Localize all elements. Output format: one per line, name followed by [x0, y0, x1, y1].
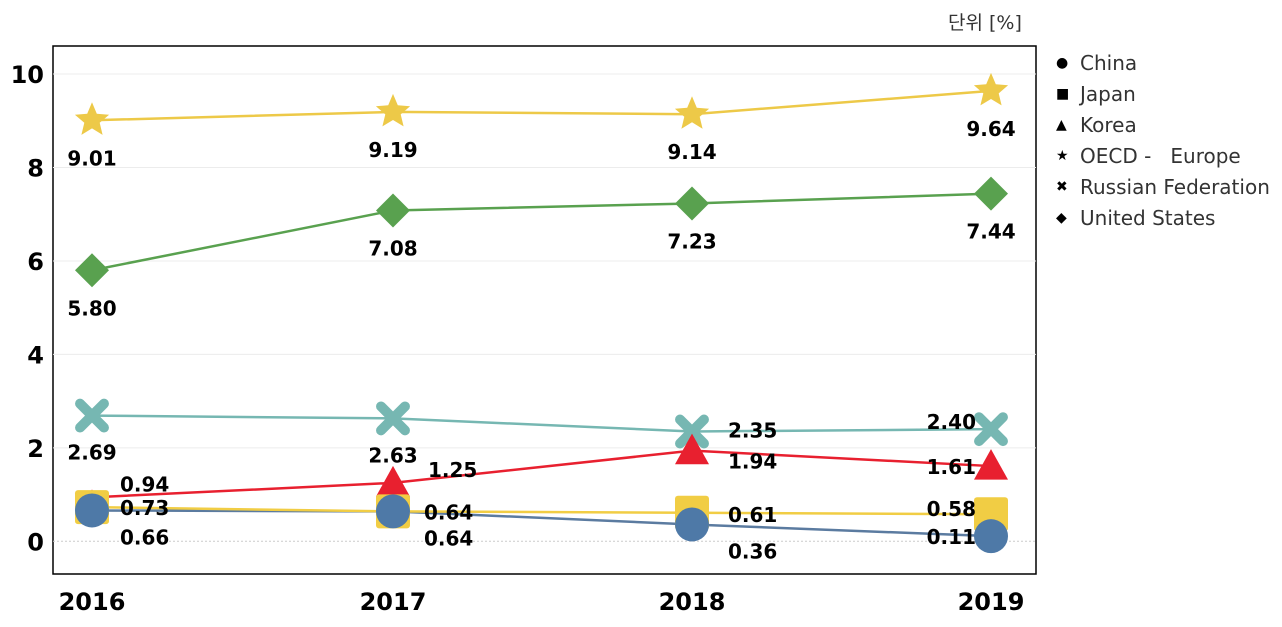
data-point — [675, 433, 709, 465]
data-label: 0.73 — [120, 496, 169, 520]
legend-item-russian-federation: ✖ Russian Federation — [1056, 171, 1270, 202]
data-point — [376, 465, 410, 497]
data-label: 9.14 — [667, 140, 716, 164]
star-marker-icon: ★ — [1056, 147, 1069, 164]
data-point — [974, 176, 1008, 211]
y-tick-label: 4 — [27, 341, 44, 369]
data-label: 0.36 — [728, 539, 777, 563]
data-point — [974, 412, 1008, 447]
data-label: 0.64 — [424, 526, 473, 550]
data-point — [376, 401, 410, 436]
square-marker-icon: ■ — [1056, 85, 1070, 102]
data-label: 0.58 — [927, 497, 976, 521]
data-point — [376, 193, 410, 228]
data-label: 9.01 — [67, 146, 116, 170]
data-label: 9.64 — [966, 117, 1015, 141]
data-label: 1.25 — [428, 458, 477, 482]
circle-marker-icon: ● — [1056, 54, 1069, 71]
y-tick-label: 6 — [27, 248, 44, 276]
data-point — [674, 96, 710, 129]
data-point — [74, 102, 110, 135]
series-line — [91, 509, 992, 538]
cross-marker-icon: ✖ — [1056, 178, 1068, 195]
data-point — [75, 253, 109, 288]
x-tick-label: 2018 — [659, 588, 726, 616]
data-label: 2.40 — [927, 410, 976, 434]
data-label: 0.61 — [728, 503, 777, 527]
data-point — [675, 507, 709, 542]
data-label: 5.80 — [67, 296, 116, 320]
series-line — [91, 414, 992, 433]
plot-area — [52, 45, 1037, 575]
series-line — [91, 192, 992, 272]
data-point — [375, 93, 411, 127]
legend-item-oecd-europe: ★ OECD - Europe — [1056, 140, 1270, 171]
data-label: 9.19 — [368, 138, 417, 162]
legend-label: OECD - Europe — [1080, 143, 1241, 168]
legend: ● China ■ Japan ▲ Korea ★ OECD - Europe … — [1056, 47, 1270, 233]
data-label: 2.35 — [728, 418, 777, 442]
data-label: 7.23 — [667, 229, 716, 253]
data-point — [675, 186, 709, 221]
legend-label: Japan — [1080, 81, 1136, 106]
data-label: 1.94 — [728, 450, 777, 474]
data-point — [973, 72, 1009, 106]
series-line — [91, 89, 992, 122]
y-tick-label: 8 — [27, 154, 44, 182]
data-label: 0.11 — [927, 525, 976, 549]
legend-item-china: ● China — [1056, 47, 1270, 78]
legend-label: United States — [1080, 205, 1216, 230]
legend-item-united-states: ◆ United States — [1056, 202, 1270, 233]
data-point — [75, 398, 109, 433]
data-label: 0.66 — [120, 525, 169, 549]
series-line — [91, 505, 992, 516]
data-label: 0.64 — [424, 500, 473, 524]
x-tick-label: 2016 — [59, 588, 126, 616]
data-point — [376, 494, 410, 529]
data-label: 7.08 — [368, 236, 417, 260]
x-tick-label: 2019 — [958, 588, 1025, 616]
legend-item-japan: ■ Japan — [1056, 78, 1270, 109]
series-line — [91, 449, 992, 499]
unit-label: 단위 [%] — [948, 12, 1022, 34]
y-tick-label: 0 — [27, 528, 44, 556]
legend-label: Russian Federation — [1080, 174, 1270, 199]
y-tick-label: 10 — [11, 61, 44, 89]
data-label: 7.44 — [966, 220, 1015, 244]
data-label: 0.94 — [120, 472, 169, 496]
legend-label: Korea — [1080, 112, 1137, 137]
triangle-marker-icon: ▲ — [1056, 116, 1067, 133]
x-tick-label: 2017 — [360, 588, 427, 616]
data-point — [974, 519, 1008, 554]
data-point — [974, 449, 1008, 480]
diamond-marker-icon: ◆ — [1056, 209, 1067, 226]
data-label: 1.61 — [927, 455, 976, 479]
data-point — [675, 414, 709, 449]
legend-item-korea: ▲ Korea — [1056, 109, 1270, 140]
data-label: 2.63 — [368, 443, 417, 467]
data-point — [75, 493, 109, 528]
legend-label: China — [1080, 50, 1138, 75]
data-label: 2.69 — [67, 441, 116, 465]
y-tick-label: 2 — [27, 435, 44, 463]
